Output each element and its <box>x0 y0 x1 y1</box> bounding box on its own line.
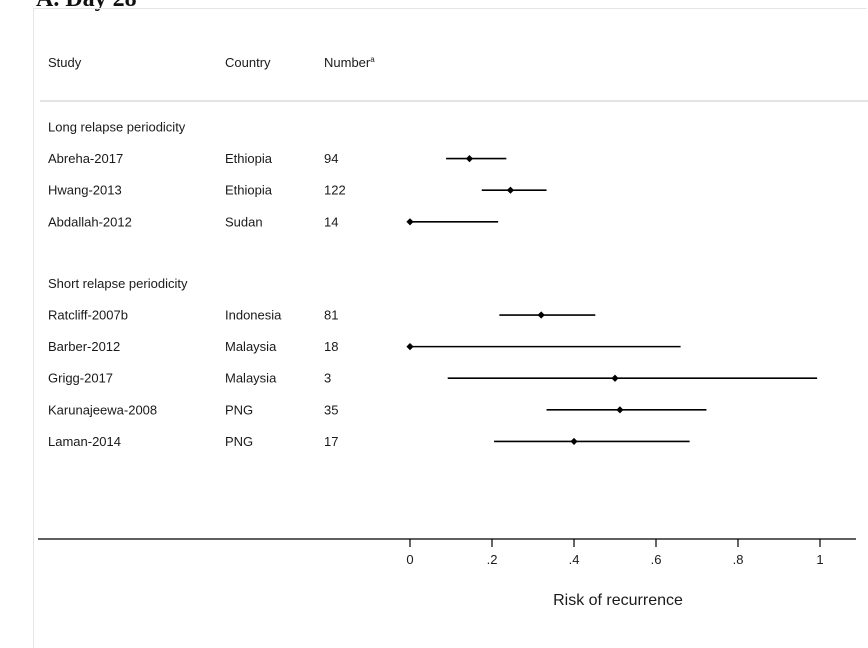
x-axis-label: Risk of recurrence <box>553 592 683 609</box>
study-number: 81 <box>324 308 338 323</box>
panel-heading: A. Day 28 <box>36 0 137 13</box>
study-country: Ethiopia <box>225 151 273 166</box>
x-tick-label: .6 <box>651 552 662 567</box>
point-estimate <box>537 311 545 319</box>
forest-plot: Study Country Numbera Long relapse perio… <box>38 55 868 609</box>
study-country: PNG <box>225 434 253 449</box>
column-header-number: Numbera <box>324 55 375 70</box>
study-name: Barber-2012 <box>48 339 120 354</box>
group-label: Long relapse periodicity <box>48 120 186 135</box>
study-number: 14 <box>324 214 338 229</box>
study-country: PNG <box>225 402 253 417</box>
study-name: Grigg-2017 <box>48 371 113 386</box>
x-axis: 0 .2 .4 .6 .8 1 <box>38 538 856 567</box>
point-estimate <box>611 374 619 382</box>
study-country: Indonesia <box>225 308 282 323</box>
group-label: Short relapse periodicity <box>48 276 188 291</box>
x-tick-label: 1 <box>816 552 823 567</box>
study-country: Malaysia <box>225 371 277 386</box>
study-number: 3 <box>324 371 331 386</box>
point-estimate <box>406 343 414 351</box>
study-number: 18 <box>324 339 338 354</box>
study-name: Laman-2014 <box>48 434 121 449</box>
study-name: Abdallah-2012 <box>48 214 132 229</box>
study-number: 35 <box>324 402 338 417</box>
study-name: Abreha-2017 <box>48 151 123 166</box>
column-header-country: Country <box>225 55 271 70</box>
column-headers: Study Country Numbera <box>48 55 375 70</box>
column-header-number-label: Number <box>324 55 371 70</box>
column-header-study: Study <box>48 55 82 70</box>
point-estimate <box>406 218 414 226</box>
study-rows: Long relapse periodicity Abreha-2017 Ethio… <box>48 120 818 449</box>
x-tick-label: .4 <box>569 552 580 567</box>
study-name: Ratcliff-2007b <box>48 308 128 323</box>
study-number: 122 <box>324 183 346 198</box>
x-tick-label: .8 <box>733 552 744 567</box>
study-number: 17 <box>324 434 338 449</box>
x-tick-label: 0 <box>406 552 413 567</box>
point-estimate <box>506 186 515 194</box>
study-name: Karunajeewa-2008 <box>48 402 157 417</box>
point-estimate <box>465 155 474 163</box>
column-header-number-superscript: a <box>370 55 375 64</box>
study-name: Hwang-2013 <box>48 183 122 198</box>
study-country: Sudan <box>225 214 263 229</box>
plot-frame <box>33 8 867 648</box>
study-country: Ethiopia <box>225 183 273 198</box>
x-tick-label: .2 <box>487 552 498 567</box>
point-estimate <box>570 437 578 446</box>
study-number: 94 <box>324 151 338 166</box>
point-estimate <box>616 406 624 414</box>
study-country: Malaysia <box>225 339 277 354</box>
